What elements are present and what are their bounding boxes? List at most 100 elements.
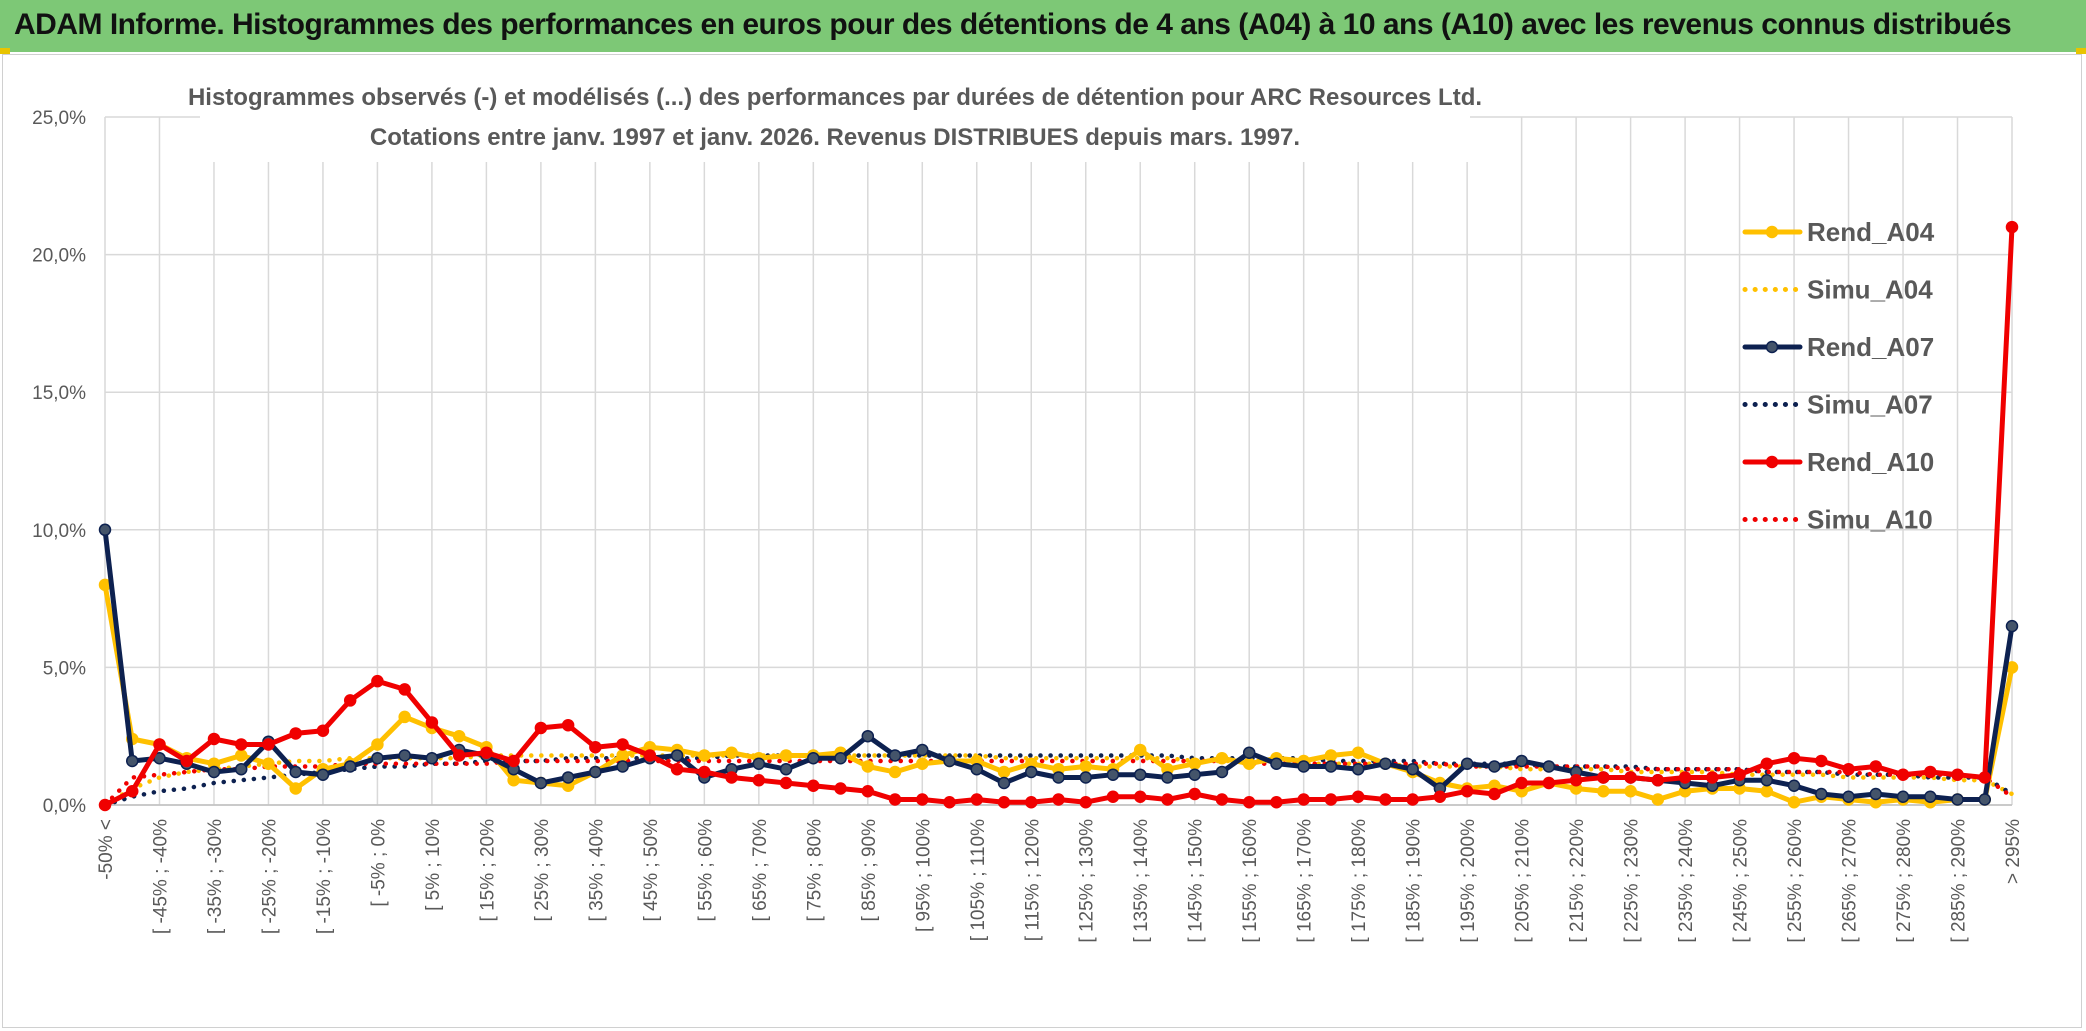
x-tick-label: [ 225% ; 230% (1622, 819, 1643, 943)
data-point-rend-a10 (616, 738, 629, 751)
data-point-rend-a07 (670, 749, 684, 762)
data-point-rend-a10 (1242, 795, 1256, 809)
series-line-simu-a07 (102, 753, 2015, 808)
data-point-rend-a04 (1651, 793, 1665, 806)
data-point-rend-a04 (698, 749, 711, 762)
data-point-rend-a07 (1133, 768, 1147, 781)
grid-lines (104, 116, 2013, 806)
x-tick-label: [ 175% ; 180% (1349, 819, 1370, 943)
data-point-rend-a10 (1079, 795, 1092, 809)
data-point-rend-a10 (1052, 793, 1065, 806)
data-point-rend-a04 (1324, 749, 1338, 762)
data-point-rend-a10 (125, 784, 139, 798)
chart-subtitle: Cotations entre janv. 1997 et janv. 2026… (370, 124, 1300, 151)
data-point-rend-a10 (1025, 795, 1038, 809)
data-point-rend-a07 (888, 749, 902, 762)
data-point-rend-a10 (1678, 771, 1692, 784)
data-point-rend-a10 (1515, 776, 1528, 790)
data-point-rend-a07 (561, 771, 575, 784)
data-point-rend-a10 (1760, 757, 1774, 770)
data-point-rend-a10 (1379, 793, 1392, 806)
data-point-rend-a10 (970, 793, 984, 806)
data-point-rend-a07 (1025, 765, 1038, 779)
data-point-rend-a07 (1242, 746, 1256, 759)
data-point-rend-a07 (125, 754, 139, 768)
data-point-rend-a10 (1488, 787, 1501, 801)
data-point-rend-a10 (1869, 760, 1883, 773)
series-line-simu-a04 (102, 753, 2015, 808)
data-point-rend-a10 (1924, 765, 1937, 779)
x-tick-label: [ -35% ; -30% (205, 819, 226, 934)
data-point-rend-a04 (1133, 743, 1147, 757)
data-point-rend-a07 (589, 765, 602, 779)
x-tick-label: [ 235% ; 240% (1676, 819, 1697, 943)
data-point-rend-a10 (452, 749, 466, 762)
data-point-rend-a10 (234, 738, 248, 751)
data-point-rend-a10 (807, 779, 820, 792)
x-tick-label: [ 135% ; 140% (1131, 819, 1152, 943)
data-point-rend-a07 (1106, 768, 1120, 781)
legend-label-rend-a04: Rend_A04 (1807, 217, 1935, 247)
data-point-rend-a04 (507, 773, 520, 787)
data-point-rend-a07 (1406, 762, 1419, 776)
data-point-rend-a07 (861, 729, 875, 743)
x-tick-label: [ -15% ; -10% (314, 819, 335, 934)
data-point-rend-a07 (1488, 760, 1501, 773)
data-point-rend-a07 (616, 760, 629, 773)
series (98, 220, 2019, 812)
data-point-rend-a10 (752, 773, 766, 787)
x-tick-label: [ 275% ; 280% (1894, 819, 1915, 943)
legend-label-rend-a10: Rend_A10 (1807, 447, 1934, 477)
x-tick-label: [ 105% ; 110% (968, 819, 989, 941)
y-tick-label: 15,0% (32, 383, 86, 404)
data-point-rend-a07 (98, 523, 112, 537)
data-point-rend-a07 (343, 760, 357, 773)
legend-marker-rend-a07 (1765, 340, 1779, 354)
y-tick-label: 0,0% (43, 796, 86, 817)
y-tick-label: 5,0% (43, 658, 86, 679)
data-point-rend-a10 (1842, 762, 1855, 776)
data-point-rend-a07 (997, 776, 1011, 790)
data-point-rend-a10 (1106, 790, 1120, 803)
chart-title-backdrop (200, 72, 1470, 162)
data-point-rend-a07 (1324, 760, 1338, 773)
corner-marker-right (2076, 48, 2086, 54)
data-point-rend-a07 (316, 768, 330, 781)
data-point-rend-a04 (234, 749, 248, 762)
data-point-rend-a10 (425, 716, 439, 729)
x-tick-label: [ 5% ; 10% (423, 819, 444, 911)
x-tick-label: [ 155% ; 160% (1240, 819, 1261, 943)
data-point-rend-a04 (1215, 751, 1229, 765)
data-point-rend-a10 (398, 683, 411, 696)
y-tick-label: 20,0% (32, 246, 86, 267)
data-point-rend-a07 (1787, 779, 1801, 792)
data-point-rend-a07 (1951, 793, 1964, 806)
data-point-rend-a10 (343, 694, 357, 707)
data-point-rend-a10 (834, 782, 847, 795)
data-point-rend-a10 (1651, 773, 1665, 787)
data-point-rend-a04 (1787, 795, 1801, 809)
data-point-rend-a10 (371, 674, 384, 688)
data-point-rend-a04 (888, 765, 902, 779)
data-point-rend-a10 (1815, 754, 1828, 768)
data-point-rend-a10 (916, 793, 929, 806)
data-point-rend-a10 (861, 784, 875, 798)
data-point-rend-a10 (698, 765, 711, 779)
legend-label-simu-a10: Simu_A10 (1807, 505, 1933, 535)
data-point-rend-a10 (480, 746, 493, 759)
data-point-rend-a10 (2005, 220, 2019, 234)
data-point-rend-a04 (916, 757, 929, 770)
x-tick-label: [ -25% ; -20% (259, 819, 280, 934)
data-point-rend-a07 (1869, 787, 1883, 801)
x-tick-label: [ 205% ; 210% (1513, 819, 1534, 943)
data-point-rend-a10 (207, 732, 221, 746)
data-point-rend-a07 (234, 762, 248, 776)
data-point-rend-a07 (1379, 757, 1392, 770)
data-point-rend-a10 (561, 718, 575, 732)
data-point-rend-a04 (452, 729, 466, 743)
chart-title: Histogrammes observés (-) et modélisés (… (188, 84, 1482, 111)
data-point-rend-a10 (1133, 790, 1147, 803)
data-point-rend-a07 (1460, 757, 1474, 770)
data-point-rend-a07 (207, 765, 221, 779)
